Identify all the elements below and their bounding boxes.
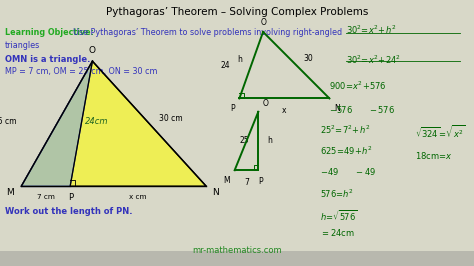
- Text: $-49\quad\quad-49$: $-49\quad\quad-49$: [320, 166, 376, 177]
- Text: triangles: triangles: [5, 41, 40, 50]
- Text: 30 cm: 30 cm: [159, 114, 182, 123]
- Text: h: h: [267, 136, 272, 146]
- Text: O: O: [263, 99, 269, 108]
- Text: P: P: [230, 104, 235, 113]
- Text: 7 cm: 7 cm: [37, 194, 55, 200]
- Text: $18\mathrm{cm}\!=\!x$: $18\mathrm{cm}\!=\!x$: [415, 150, 453, 161]
- Text: O: O: [89, 45, 96, 55]
- Text: Use Pythagoras’ Theorem to solve problems involving right-angled: Use Pythagoras’ Theorem to solve problem…: [73, 28, 343, 37]
- Text: $625\!=\!49\!+\!h^2$: $625\!=\!49\!+\!h^2$: [320, 145, 373, 157]
- Text: P: P: [69, 193, 73, 202]
- Text: O: O: [260, 18, 266, 27]
- Text: $\sqrt{324}\!=\!\sqrt{x^2}$: $\sqrt{324}\!=\!\sqrt{x^2}$: [415, 124, 465, 141]
- Text: N: N: [212, 188, 219, 197]
- Text: $=24\mathrm{cm}$: $=24\mathrm{cm}$: [320, 227, 355, 238]
- Text: 25 cm: 25 cm: [0, 117, 17, 126]
- Text: $30^2\!=\!x^2\!+\!24^2$: $30^2\!=\!x^2\!+\!24^2$: [346, 53, 401, 66]
- Text: $30^2\!=\!x^2\!+\!h^2$: $30^2\!=\!x^2\!+\!h^2$: [346, 24, 396, 36]
- Text: x cm: x cm: [129, 194, 147, 200]
- Text: 24cm: 24cm: [85, 117, 109, 126]
- Text: $900\!=\!x^2\!+\!576$: $900\!=\!x^2\!+\!576$: [329, 80, 387, 92]
- Text: $25^2\!=\!7^2\!+\!h^2$: $25^2\!=\!7^2\!+\!h^2$: [320, 124, 370, 136]
- Bar: [0, 251, 474, 266]
- Polygon shape: [21, 61, 206, 186]
- Text: 25: 25: [239, 136, 249, 146]
- Text: 24: 24: [220, 61, 230, 70]
- Polygon shape: [21, 61, 92, 186]
- Text: 7: 7: [244, 178, 249, 187]
- Text: Work out the length of PN.: Work out the length of PN.: [5, 207, 132, 217]
- Text: M: M: [7, 188, 14, 197]
- Text: $h\!=\!\sqrt{576}$: $h\!=\!\sqrt{576}$: [320, 208, 357, 223]
- Text: Learning Objective:: Learning Objective:: [5, 28, 96, 37]
- Text: MP = 7 cm, OM = 25 cm, ON = 30 cm: MP = 7 cm, OM = 25 cm, ON = 30 cm: [5, 67, 157, 76]
- Text: Pythagoras’ Theorem – Solving Complex Problems: Pythagoras’ Theorem – Solving Complex Pr…: [106, 7, 368, 17]
- Text: x: x: [282, 106, 287, 115]
- Text: $576\!=\!h^2$: $576\!=\!h^2$: [320, 188, 354, 200]
- Text: h: h: [237, 55, 242, 64]
- Text: OMN is a triangle.: OMN is a triangle.: [5, 55, 90, 64]
- Text: 30: 30: [303, 53, 313, 63]
- Text: M: M: [223, 176, 230, 185]
- Text: N: N: [334, 104, 340, 113]
- Text: $-576\quad\quad-576$: $-576\quad\quad-576$: [329, 104, 395, 115]
- Text: mr-mathematics.com: mr-mathematics.com: [192, 246, 282, 255]
- Text: P: P: [258, 177, 263, 186]
